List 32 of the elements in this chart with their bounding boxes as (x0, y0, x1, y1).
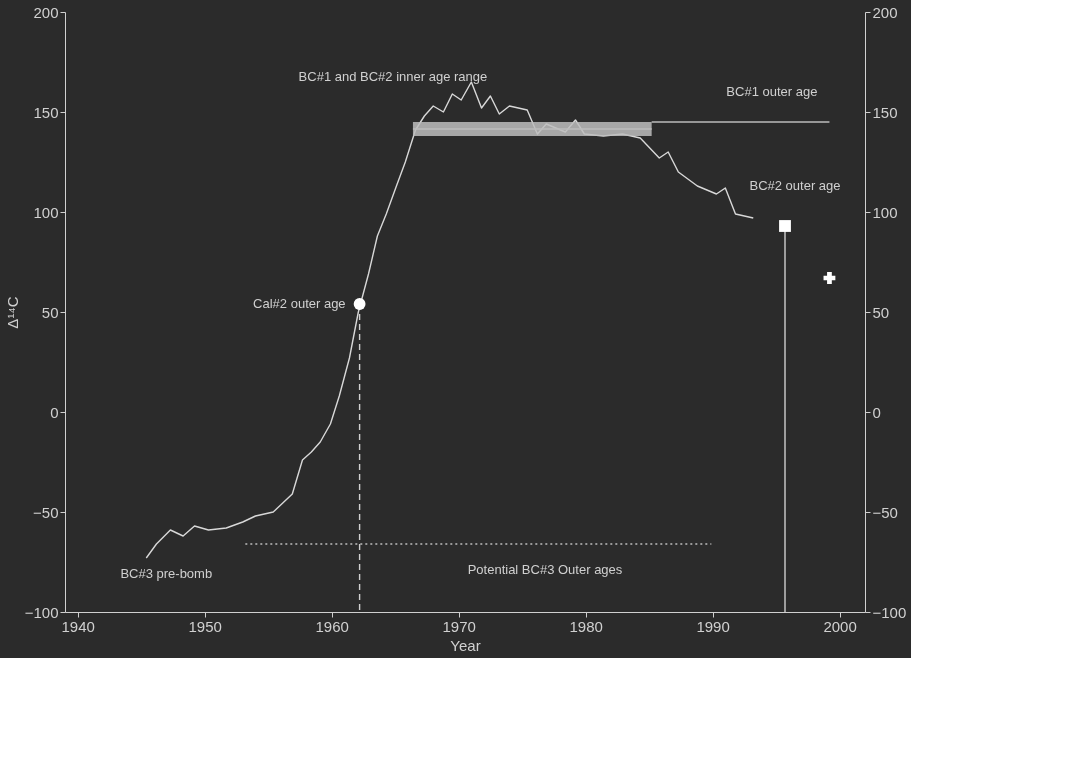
y-tick-label: 100 (33, 203, 59, 221)
point (823, 272, 836, 284)
y2-tick-label: 150 (872, 103, 898, 121)
x-tick-label: 1980 (569, 617, 603, 635)
y2-tick-label: −50 (872, 503, 898, 521)
y2-tick-label: 0 (872, 403, 881, 421)
point (779, 220, 791, 232)
y-tick-label: 150 (33, 103, 59, 121)
annotation: BC#2 outer age (749, 178, 841, 193)
y-tick-label: −50 (33, 503, 59, 521)
annotation: Cal#2 outer age (253, 296, 346, 311)
y-tick-label: 50 (41, 303, 59, 321)
y-tick-label: −100 (24, 603, 59, 621)
y-tick-label: 0 (50, 403, 59, 421)
x-tick-label: 1970 (442, 617, 476, 635)
y2-tick-label: 50 (872, 303, 890, 321)
annotation: BC#3 pre-bomb (120, 566, 213, 581)
annotation: BC#1 and BC#2 inner age range (298, 69, 488, 84)
x-tick-label: 1990 (696, 617, 730, 635)
y2-tick-label: 200 (872, 3, 898, 21)
annotation: Potential BC#3 Outer ages (467, 562, 623, 577)
x-axis-title: Year (450, 636, 481, 654)
x-tick-label: 2000 (823, 617, 857, 635)
annotation: BC#1 outer age (726, 84, 818, 99)
y2-tick-label: −100 (872, 603, 907, 621)
y-axis-title: Δ¹⁴C (3, 296, 21, 329)
x-tick-label: 1950 (188, 617, 222, 635)
y-tick-label: 200 (33, 3, 59, 21)
point (353, 298, 366, 310)
x-tick-label: 1960 (315, 617, 349, 635)
x-tick-label: 1940 (61, 617, 95, 635)
y2-tick-label: 100 (872, 203, 898, 221)
